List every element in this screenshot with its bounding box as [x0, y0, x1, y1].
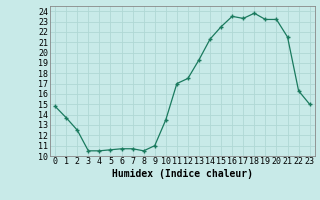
X-axis label: Humidex (Indice chaleur): Humidex (Indice chaleur) [112, 169, 253, 179]
